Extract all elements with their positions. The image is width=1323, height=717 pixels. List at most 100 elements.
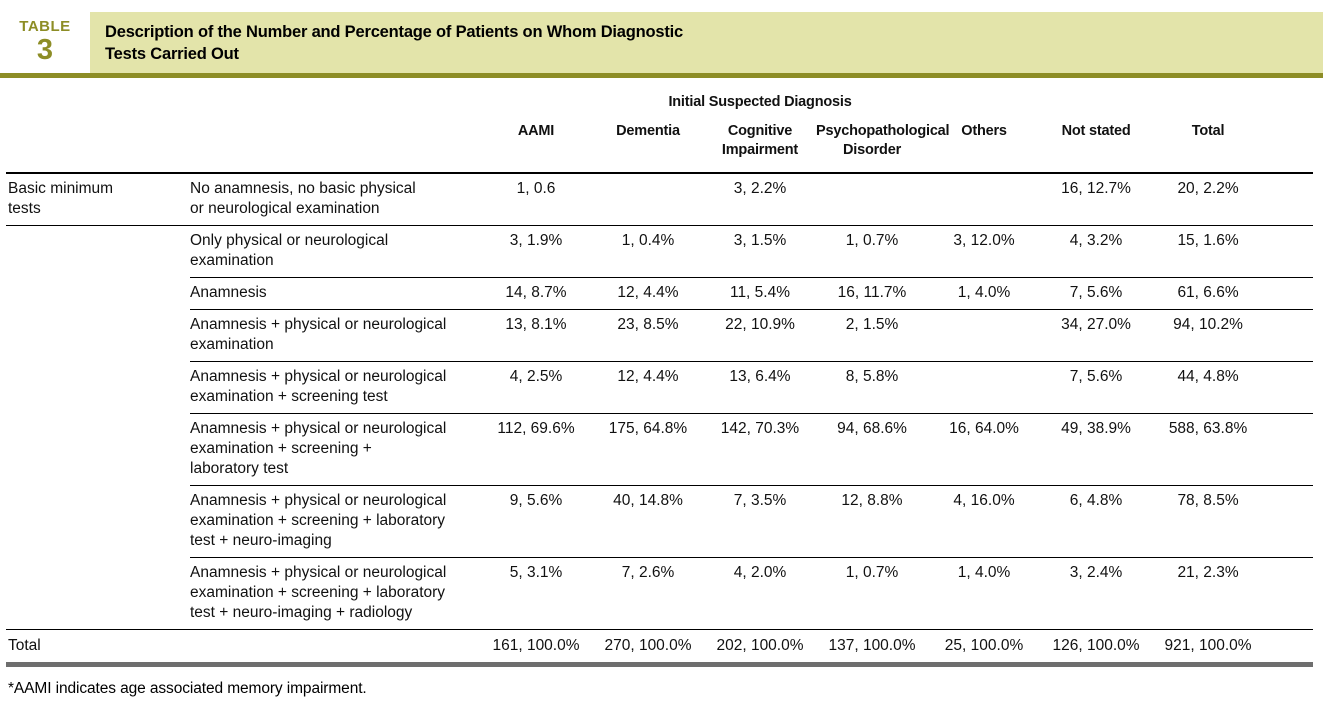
data-cell: 34, 27.0% xyxy=(1040,309,1153,362)
spanner-gap-right xyxy=(1040,92,1313,120)
row-spacer-cell xyxy=(1264,413,1314,486)
total-cell-aami: 161, 100.0% xyxy=(480,629,592,667)
table-title-bar: Description of the Number and Percentage… xyxy=(90,12,1323,73)
data-cell: 14, 8.7% xyxy=(480,277,592,310)
table-kicker: TABLE 3 xyxy=(0,12,90,73)
data-cell: 2, 1.5% xyxy=(816,309,928,362)
column-header-psychopathological-disorder: Psychopathological Disorder xyxy=(816,120,950,174)
column-header-aami: AAMI xyxy=(480,120,592,174)
row-label-cell: No anamnesis, no basic physical or neuro… xyxy=(190,173,480,226)
row-group-cell xyxy=(6,226,190,278)
row-group-cell xyxy=(6,362,190,414)
row-spacer-cell xyxy=(1264,485,1314,558)
row-label-cell: Anamnesis + physical or neurological exa… xyxy=(190,361,480,414)
data-cell: 1, 0.4% xyxy=(592,225,704,278)
row-group-cell xyxy=(6,486,190,558)
data-cell: 16, 64.0% xyxy=(928,413,1041,486)
data-cell: 3, 2.4% xyxy=(1040,557,1153,630)
table-row: Only physical or neurological examinatio… xyxy=(6,225,1314,278)
data-cell: 61, 6.6% xyxy=(1152,277,1265,310)
row-label-cell: Anamnesis + physical or neurological exa… xyxy=(190,485,480,558)
row-group-cell xyxy=(6,278,190,310)
data-cell: 44, 4.8% xyxy=(1152,361,1265,414)
data-cell: 12, 4.4% xyxy=(592,277,704,310)
data-cell: 16, 12.7% xyxy=(1040,173,1153,226)
header-spacer xyxy=(1264,120,1314,174)
row-label-cell: Anamnesis + physical or neurological exa… xyxy=(190,557,480,630)
data-cell: 175, 64.8% xyxy=(592,413,704,486)
data-cell: 3, 1.9% xyxy=(480,225,592,278)
data-cell: 1, 4.0% xyxy=(928,277,1041,310)
accent-rule xyxy=(0,73,1323,78)
row-spacer-cell xyxy=(1264,225,1314,278)
total-spacer xyxy=(1264,629,1314,667)
header-empty-group xyxy=(6,120,190,174)
data-cell: 20, 2.2% xyxy=(1152,173,1265,226)
data-cell: 12, 8.8% xyxy=(816,485,928,558)
data-cell: 3, 2.2% xyxy=(704,173,816,226)
data-cell: 5, 3.1% xyxy=(480,557,592,630)
data-cell: 4, 3.2% xyxy=(1040,225,1153,278)
row-group-cell xyxy=(6,310,190,362)
data-cell xyxy=(928,309,1041,362)
table-row: Anamnesis + physical or neurological exa… xyxy=(6,309,1314,362)
data-cell: 49, 38.9% xyxy=(1040,413,1153,486)
total-cell-not-stated: 126, 100.0% xyxy=(1040,629,1153,667)
data-cell: 112, 69.6% xyxy=(480,413,592,486)
row-spacer-cell xyxy=(1264,361,1314,414)
row-label-cell: Anamnesis + physical or neurological exa… xyxy=(190,309,480,362)
data-cell xyxy=(928,173,1041,226)
header-empty-label xyxy=(190,120,480,174)
data-cell: 94, 10.2% xyxy=(1152,309,1265,362)
row-spacer-cell xyxy=(1264,277,1314,310)
data-cell: 142, 70.3% xyxy=(704,413,816,486)
data-cell: 4, 2.0% xyxy=(704,557,816,630)
column-header-dementia: Dementia xyxy=(592,120,704,174)
row-group-cell xyxy=(6,557,190,630)
data-cell: 15, 1.6% xyxy=(1152,225,1265,278)
table-row: Anamnesis + physical or neurological exa… xyxy=(6,557,1314,630)
total-cell-psychopathological-disorder: 137, 100.0% xyxy=(816,629,928,667)
row-label-cell: Anamnesis xyxy=(190,277,480,310)
data-cell: 16, 11.7% xyxy=(816,277,928,310)
table-row: Anamnesis + physical or neurological exa… xyxy=(6,485,1314,558)
column-header-total: Total xyxy=(1152,120,1265,174)
data-cell: 21, 2.3% xyxy=(1152,557,1265,630)
data-cell: 1, 0.7% xyxy=(816,557,928,630)
row-spacer-cell xyxy=(1264,173,1314,226)
spanner-gap-left xyxy=(6,92,480,120)
column-header-not-stated: Not stated xyxy=(1040,120,1153,174)
column-header-row: AAMI Dementia Cognitive Impairment Psych… xyxy=(6,120,1314,174)
table-row: Anamnesis + physical or neurological exa… xyxy=(6,361,1314,414)
data-cell: 7, 2.6% xyxy=(592,557,704,630)
data-cell: 1, 0.6 xyxy=(480,173,592,226)
row-group-cell xyxy=(6,414,190,486)
total-row: Total 161, 100.0% 270, 100.0% 202, 100.0… xyxy=(6,629,1314,667)
data-cell: 7, 5.6% xyxy=(1040,361,1153,414)
data-cell: 4, 2.5% xyxy=(480,361,592,414)
table-title: Description of the Number and Percentage… xyxy=(105,23,684,63)
table-row: Basic minimum tests No anamnesis, no basi… xyxy=(6,173,1314,226)
total-cell-total: 921, 100.0% xyxy=(1152,629,1265,667)
data-cell: 11, 5.4% xyxy=(704,277,816,310)
row-label-cell: Only physical or neurological examinatio… xyxy=(190,225,480,278)
total-row-label: Total xyxy=(6,629,480,667)
row-spacer-cell xyxy=(1264,309,1314,362)
data-cell: 9, 5.6% xyxy=(480,485,592,558)
data-cell: 7, 5.6% xyxy=(1040,277,1153,310)
table-kicker-word: TABLE xyxy=(19,18,71,35)
data-cell: 6, 4.8% xyxy=(1040,485,1153,558)
table-row: Anamnesis + physical or neurological exa… xyxy=(6,413,1314,486)
table-body: Basic minimum tests No anamnesis, no basi… xyxy=(6,173,1314,630)
data-cell: 1, 0.7% xyxy=(816,225,928,278)
data-cell: 22, 10.9% xyxy=(704,309,816,362)
data-cell: 8, 5.8% xyxy=(816,361,928,414)
data-cell: 12, 4.4% xyxy=(592,361,704,414)
data-cell: 1, 4.0% xyxy=(928,557,1041,630)
total-cell-others: 25, 100.0% xyxy=(928,629,1041,667)
row-label-cell: Anamnesis + physical or neurological exa… xyxy=(190,413,480,486)
table-footnote: *AAMI indicates age associated memory im… xyxy=(8,680,367,697)
paper-table-page: TABLE 3 Description of the Number and Pe… xyxy=(0,12,1323,717)
table-header-band: TABLE 3 Description of the Number and Pe… xyxy=(0,12,1323,73)
data-cell: 7, 3.5% xyxy=(704,485,816,558)
